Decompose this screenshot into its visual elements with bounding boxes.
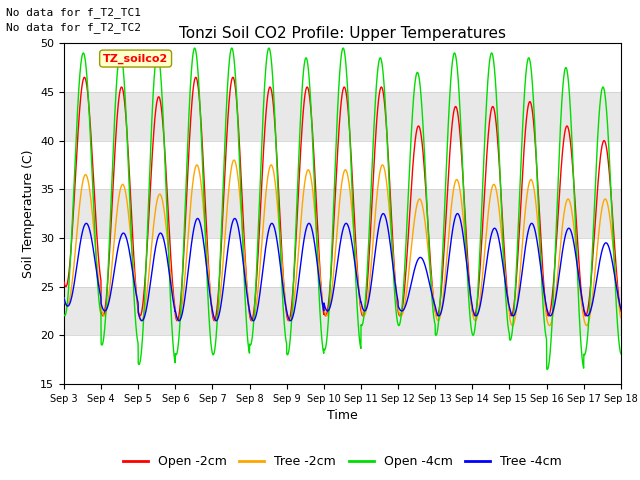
X-axis label: Time: Time xyxy=(327,409,358,422)
Text: No data for f_T2_TC2: No data for f_T2_TC2 xyxy=(6,22,141,33)
Bar xyxy=(64,287,621,336)
Text: No data for f_T2_TC1: No data for f_T2_TC1 xyxy=(6,7,141,18)
Bar xyxy=(64,189,621,238)
Legend: Open -2cm, Tree -2cm, Open -4cm, Tree -4cm: Open -2cm, Tree -2cm, Open -4cm, Tree -4… xyxy=(118,450,567,473)
Text: TZ_soilco2: TZ_soilco2 xyxy=(103,53,168,64)
Title: Tonzi Soil CO2 Profile: Upper Temperatures: Tonzi Soil CO2 Profile: Upper Temperatur… xyxy=(179,25,506,41)
Bar xyxy=(64,92,621,141)
Y-axis label: Soil Temperature (C): Soil Temperature (C) xyxy=(22,149,35,278)
